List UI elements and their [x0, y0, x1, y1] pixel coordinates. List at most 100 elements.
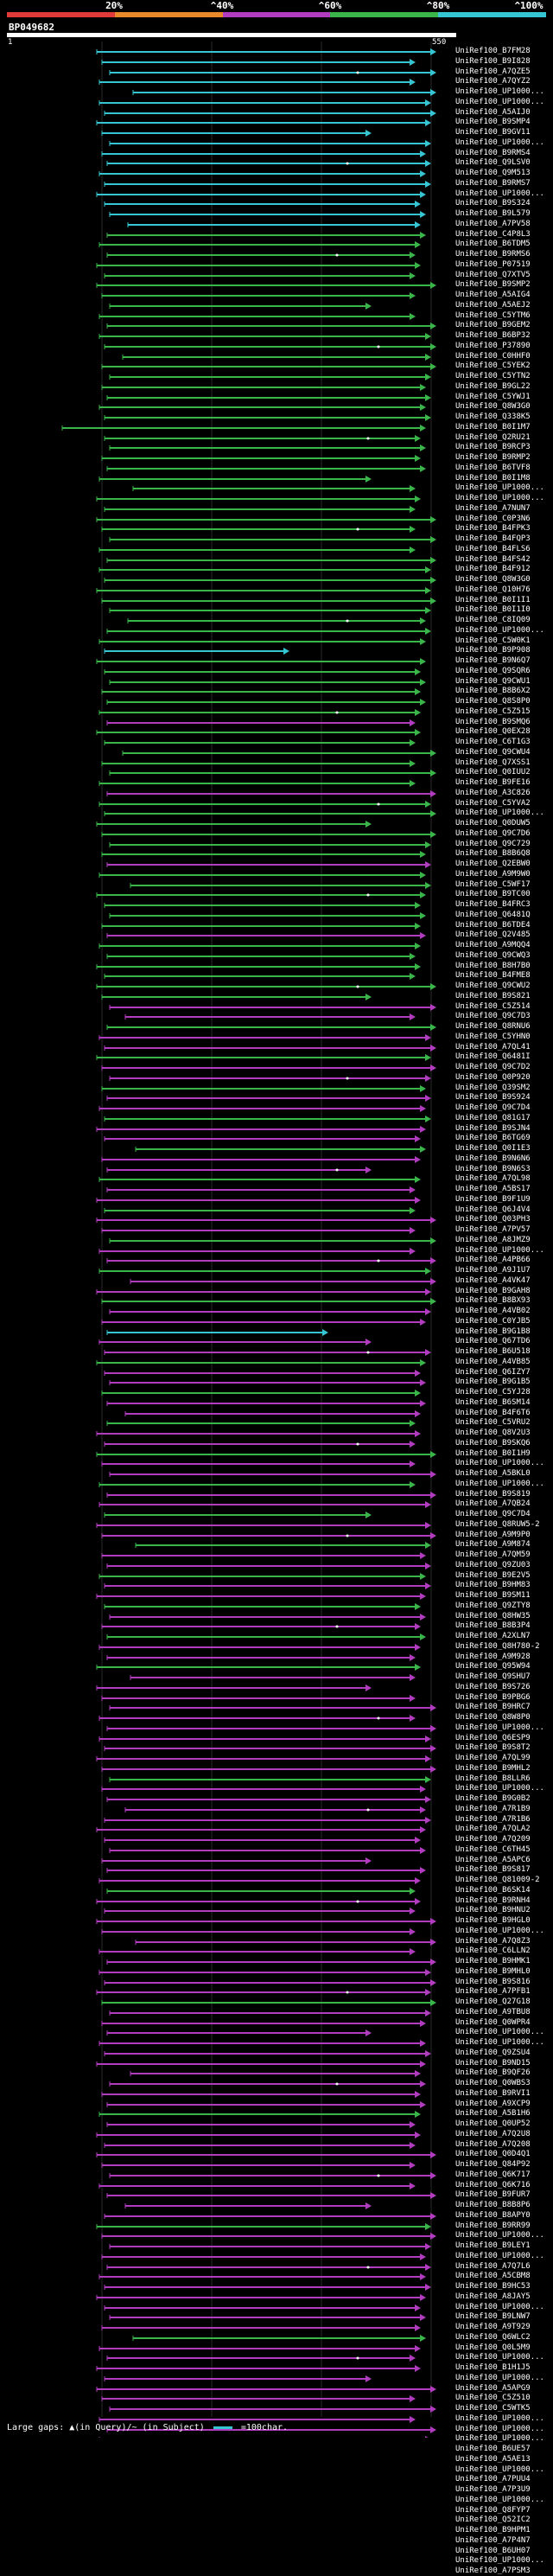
- hit-label[interactable]: UniRef100_Q03PH3: [455, 1215, 531, 1224]
- hit-label[interactable]: UniRef100_A5BKL0: [455, 1469, 531, 1478]
- hit-label[interactable]: UniRef100_Q0DUW5: [455, 819, 531, 828]
- hit-label[interactable]: UniRef100_Q9SHU7: [455, 1672, 531, 1681]
- hit-label[interactable]: UniRef100_B4FLS6: [455, 545, 531, 553]
- hit-label[interactable]: UniRef100_Q95W94: [455, 1662, 531, 1671]
- hit-label[interactable]: UniRef100_UP1000...: [455, 1723, 544, 1732]
- hit-label[interactable]: UniRef100_Q338K5: [455, 412, 531, 421]
- hit-label[interactable]: UniRef100_C5YHN0: [455, 1032, 531, 1041]
- hit-label[interactable]: UniRef100_UP1000...: [455, 2303, 544, 2311]
- hit-label[interactable]: UniRef100_Q9CWQ3: [455, 951, 531, 960]
- hit-label[interactable]: UniRef100_Q2V485: [455, 930, 531, 939]
- hit-label[interactable]: UniRef100_Q2EBW0: [455, 860, 531, 868]
- hit-label[interactable]: UniRef100_B9RVI1: [455, 2089, 531, 2098]
- hit-label[interactable]: UniRef100_B6UE57: [455, 2445, 531, 2453]
- hit-label[interactable]: UniRef100_A9M9W0: [455, 870, 531, 879]
- hit-label[interactable]: UniRef100_B9S324: [455, 199, 531, 208]
- hit-label[interactable]: UniRef100_C5YWJ1: [455, 393, 531, 401]
- hit-label[interactable]: UniRef100_C6LLN2: [455, 1946, 531, 1955]
- hit-label[interactable]: UniRef100_B9S8T2: [455, 1743, 531, 1752]
- hit-label[interactable]: UniRef100_Q9ZTY8: [455, 1601, 531, 1610]
- hit-label[interactable]: UniRef100_UP1000...: [455, 138, 544, 147]
- hit-label[interactable]: UniRef100_B9SM11: [455, 1591, 531, 1600]
- hit-label[interactable]: UniRef100_A7PUU4: [455, 2475, 531, 2483]
- hit-label[interactable]: UniRef100_C4P8L3: [455, 230, 531, 239]
- hit-label[interactable]: UniRef100_B0I1I1: [455, 596, 531, 604]
- hit-label[interactable]: UniRef100_A5AEJ2: [455, 301, 531, 310]
- hit-label[interactable]: UniRef100_B9N6N6: [455, 1154, 531, 1163]
- hit-label[interactable]: UniRef100_B1H1J5: [455, 2363, 531, 2372]
- hit-label[interactable]: UniRef100_B6BP32: [455, 331, 531, 340]
- hit-label[interactable]: UniRef100_A3C826: [455, 789, 531, 797]
- hit-label[interactable]: UniRef100_B8H7B0: [455, 962, 531, 970]
- hit-label[interactable]: UniRef100_A4VB02: [455, 1307, 531, 1315]
- hit-label[interactable]: UniRef100_P07519: [455, 260, 531, 269]
- hit-label[interactable]: UniRef100_UP1000...: [455, 2496, 544, 2504]
- hit-label[interactable]: UniRef100_Q8FYP7: [455, 2506, 531, 2515]
- hit-label[interactable]: UniRef100_Q6ESP9: [455, 1734, 531, 1742]
- hit-label[interactable]: UniRef100_Q9CWU4: [455, 748, 531, 757]
- hit-label[interactable]: UniRef100_B9ND15: [455, 2059, 531, 2068]
- hit-label[interactable]: UniRef100_B9PBG6: [455, 1693, 531, 1702]
- hit-label[interactable]: UniRef100_UP1000...: [455, 2038, 544, 2047]
- hit-label[interactable]: UniRef100_UP1000...: [455, 2353, 544, 2362]
- hit-label[interactable]: UniRef100_A7QB24: [455, 1499, 531, 1508]
- hit-label[interactable]: UniRef100_B9GAH8: [455, 1287, 531, 1295]
- hit-label[interactable]: UniRef100_B6SM14: [455, 1398, 531, 1407]
- hit-label[interactable]: UniRef100_B6TG69: [455, 1134, 531, 1142]
- hit-label[interactable]: UniRef100_B9S821: [455, 992, 531, 1000]
- hit-label[interactable]: UniRef100_B9MHL0: [455, 1967, 531, 1976]
- hit-label[interactable]: UniRef100_B9QF26: [455, 2068, 531, 2077]
- hit-label[interactable]: UniRef100_Q9C7D4: [455, 1103, 531, 1112]
- hit-label[interactable]: UniRef100_A4VK47: [455, 1276, 531, 1285]
- hit-label[interactable]: UniRef100_A7NUN7: [455, 504, 531, 513]
- hit-label[interactable]: UniRef100_B8B6X2: [455, 687, 531, 695]
- hit-label[interactable]: UniRef100_B9G1B8: [455, 1327, 531, 1336]
- hit-label[interactable]: UniRef100_Q6IZY7: [455, 1368, 531, 1377]
- hit-label[interactable]: UniRef100_UP1000...: [455, 2374, 544, 2382]
- hit-label[interactable]: UniRef100_Q67TD6: [455, 1337, 531, 1346]
- hit-label[interactable]: UniRef100_B4FS42: [455, 555, 531, 564]
- hit-label[interactable]: UniRef100_Q2RU21: [455, 433, 531, 442]
- hit-label[interactable]: UniRef100_Q0EX28: [455, 727, 531, 736]
- hit-label[interactable]: UniRef100_B9FUR7: [455, 2190, 531, 2199]
- hit-label[interactable]: UniRef100_Q27G18: [455, 1998, 531, 2006]
- hit-label[interactable]: UniRef100_B9S817: [455, 1865, 531, 1874]
- hit-label[interactable]: UniRef100_Q6J4V4: [455, 1205, 531, 1214]
- hit-label[interactable]: UniRef100_UP1000...: [455, 87, 544, 96]
- hit-label[interactable]: UniRef100_B8APY0: [455, 2211, 531, 2220]
- hit-label[interactable]: UniRef100_A2XLN7: [455, 1632, 531, 1640]
- hit-label[interactable]: UniRef100_A5AIJ0: [455, 108, 531, 117]
- hit-label[interactable]: UniRef100_B9I828: [455, 57, 531, 66]
- hit-label[interactable]: UniRef100_B6U518: [455, 1347, 531, 1356]
- hit-label[interactable]: UniRef100_A8JAY5: [455, 2292, 531, 2301]
- hit-label[interactable]: UniRef100_B0I1H9: [455, 1449, 531, 1458]
- hit-label[interactable]: UniRef100_Q9LSV0: [455, 158, 531, 167]
- hit-label[interactable]: UniRef100_B9FE16: [455, 778, 531, 787]
- hit-label[interactable]: UniRef100_A9MQQ4: [455, 941, 531, 949]
- hit-label[interactable]: UniRef100_B9GV11: [455, 128, 531, 137]
- hit-label[interactable]: UniRef100_P37890: [455, 342, 531, 350]
- hit-label[interactable]: UniRef100_Q52IC2: [455, 2515, 531, 2524]
- hit-label[interactable]: UniRef100_B9HC53: [455, 2282, 531, 2291]
- hit-label[interactable]: UniRef100_A7PV57: [455, 1225, 531, 1234]
- hit-label[interactable]: UniRef100_Q7XTV5: [455, 271, 531, 279]
- hit-label[interactable]: UniRef100_B9S924: [455, 1093, 531, 1102]
- hit-label[interactable]: UniRef100_Q9M513: [455, 169, 531, 177]
- hit-label[interactable]: UniRef100_Q8W8P0: [455, 1713, 531, 1722]
- hit-label[interactable]: UniRef100_B9L579: [455, 209, 531, 218]
- hit-label[interactable]: UniRef100_UP1000...: [455, 2028, 544, 2036]
- hit-label[interactable]: UniRef100_A5B1H6: [455, 2109, 531, 2118]
- hit-label[interactable]: UniRef100_A5APC6: [455, 1856, 531, 1864]
- hit-label[interactable]: UniRef100_A9M9P0: [455, 1531, 531, 1539]
- hit-label[interactable]: UniRef100_A7PFB1: [455, 1987, 531, 1996]
- hit-label[interactable]: UniRef100_UP1000...: [455, 809, 544, 817]
- hit-label[interactable]: UniRef100_Q6WLC2: [455, 2333, 531, 2342]
- hit-label[interactable]: UniRef100_A7P3U9: [455, 2485, 531, 2494]
- hit-label[interactable]: UniRef100_A5AIG4: [455, 291, 531, 299]
- hit-label[interactable]: UniRef100_B0I1M7: [455, 423, 531, 431]
- hit-label[interactable]: UniRef100_B6SK14: [455, 1886, 531, 1895]
- hit-label[interactable]: UniRef100_B4F912: [455, 565, 531, 573]
- hit-label[interactable]: UniRef100_B6UH07: [455, 2547, 531, 2555]
- hit-label[interactable]: UniRef100_UP1000...: [455, 2434, 544, 2443]
- hit-label[interactable]: UniRef100_Q6K716: [455, 2181, 531, 2189]
